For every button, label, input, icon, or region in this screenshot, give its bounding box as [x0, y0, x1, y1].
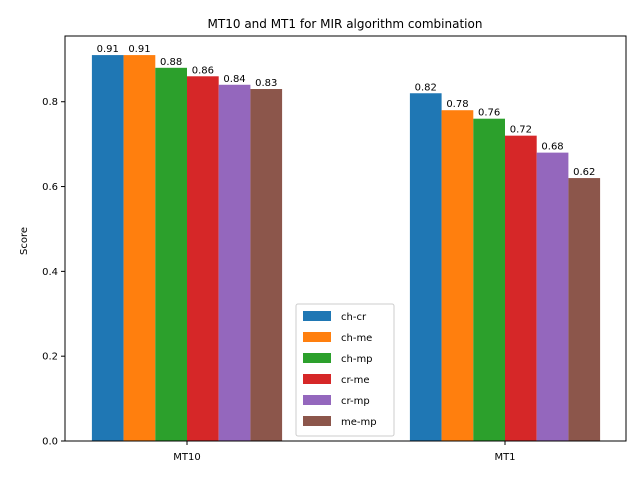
legend-label-cr-me: cr-me — [341, 375, 369, 386]
bar-ch-me-MT10 — [123, 55, 156, 441]
bars-group — [91, 55, 601, 442]
x-tick-label-MT10: MT10 — [173, 452, 200, 463]
bar-ch-me-MT1 — [441, 110, 474, 441]
bar-ch-mp-MT10 — [155, 67, 187, 442]
data-label-cr-me-MT10: 0.86 — [192, 65, 214, 76]
legend-swatch-cr-me — [303, 374, 331, 384]
legend-swatch-me-mp — [303, 416, 331, 426]
data-label-ch-cr-MT10: 0.91 — [97, 44, 119, 55]
data-label-cr-mp-MT10: 0.84 — [223, 74, 245, 85]
legend: ch-cr ch-me ch-mp cr-me cr-mp me-mp — [295, 303, 395, 437]
data-labels-group: 0.91 0.82 0.91 0.78 0.88 0.76 0.86 0.72 0.84 0.68… — [97, 44, 596, 178]
legend-swatch-ch-cr — [303, 311, 331, 321]
legend-label-me-mp: me-mp — [341, 417, 377, 428]
bar-cr-me-MT1 — [505, 135, 537, 442]
bar-ch-cr-MT10 — [91, 55, 124, 441]
legend-swatch-ch-me — [303, 332, 331, 342]
bar-cr-mp-MT1 — [536, 152, 569, 441]
y-tick-label-0.8: 0.8 — [42, 97, 58, 108]
y-tick-label-0.6: 0.6 — [42, 182, 58, 193]
bar-cr-me-MT10 — [187, 76, 219, 441]
bar-me-mp-MT10 — [250, 89, 283, 441]
legend-label-ch-mp: ch-mp — [341, 354, 373, 365]
legend-label-ch-cr: ch-cr — [341, 312, 367, 323]
y-tick-label-0.2: 0.2 — [42, 352, 58, 363]
data-label-me-mp-MT10: 0.83 — [255, 78, 277, 89]
data-label-ch-cr-MT1: 0.82 — [415, 82, 437, 93]
data-label-ch-mp-MT10: 0.88 — [160, 57, 182, 68]
x-tick-label-MT1: MT1 — [494, 452, 515, 463]
data-label-ch-me-MT10: 0.91 — [128, 44, 150, 55]
bar-me-mp-MT1 — [568, 178, 601, 442]
data-label-ch-mp-MT1: 0.76 — [478, 108, 500, 119]
data-label-me-mp-MT1: 0.62 — [573, 167, 595, 178]
bar-ch-cr-MT1 — [409, 93, 442, 441]
legend-label-ch-me: ch-me — [341, 333, 372, 344]
bar-cr-mp-MT10 — [218, 84, 251, 442]
data-label-ch-me-MT1: 0.78 — [446, 99, 468, 110]
bar-ch-mp-MT1 — [473, 118, 505, 441]
data-label-cr-me-MT1: 0.72 — [510, 125, 532, 136]
plot-frame — [64, 35, 627, 442]
axes-group: 0.0 0.2 0.4 0.6 0.8 MT10 MT1 — [42, 35, 627, 463]
legend-swatch-ch-mp — [303, 353, 331, 363]
y-tick-label-0.4: 0.4 — [42, 267, 58, 278]
y-tick-label-0.0: 0.0 — [42, 437, 58, 448]
legend-label-cr-mp: cr-mp — [341, 396, 370, 407]
chart-title: MT10 and MT1 for MIR algorithm combinati… — [208, 17, 483, 31]
legend-swatch-cr-mp — [303, 395, 331, 405]
data-label-cr-mp-MT1: 0.68 — [541, 142, 563, 153]
y-axis-label: Score — [19, 227, 30, 255]
